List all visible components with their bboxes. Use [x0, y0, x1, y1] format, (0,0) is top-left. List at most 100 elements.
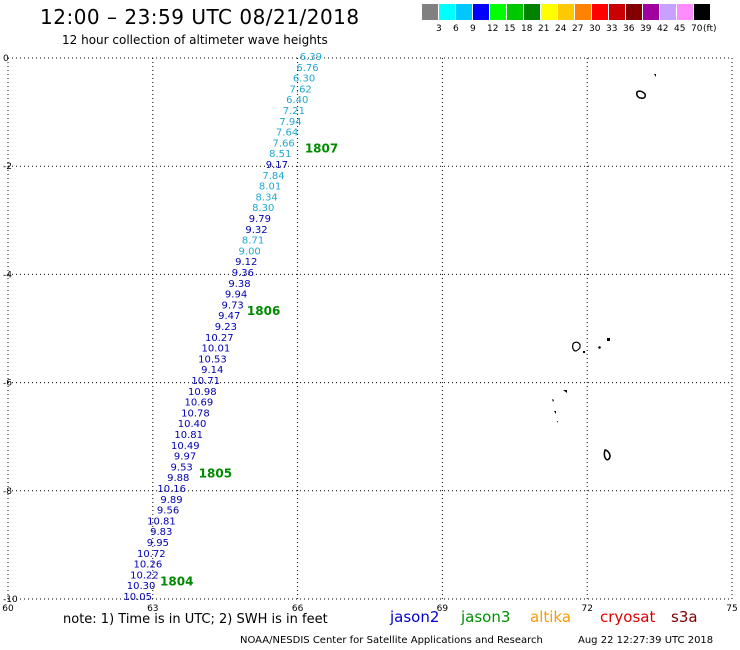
lat-lon-grid	[7, 57, 733, 600]
swh-value: 9.73	[222, 300, 244, 311]
swh-value: 10.78	[181, 408, 210, 419]
swh-value: 10.05	[123, 592, 152, 603]
swh-value: 7.84	[262, 171, 284, 182]
legend-swatch	[541, 4, 557, 20]
island-shape	[598, 346, 601, 349]
legend-label: 21	[538, 24, 550, 34]
pass-time-labels: 1807 1806 1805 1804	[160, 142, 338, 589]
lat-tick-label: -6	[3, 379, 12, 389]
swh-value: 10.26	[134, 560, 163, 571]
credit-line: NOAA/NESDIS Center for Satellite Applica…	[240, 635, 543, 646]
legend-swatch	[660, 4, 676, 20]
legend-swatch	[507, 4, 523, 20]
swh-value: 10.49	[171, 441, 200, 452]
swh-value: 6.76	[296, 63, 318, 74]
legend-label: 15	[504, 24, 516, 34]
swh-value: 9.23	[215, 322, 237, 333]
swh-value: 7.64	[276, 128, 298, 139]
satellite-name: jason3	[461, 608, 511, 626]
island-shape	[636, 90, 646, 99]
pass-time-label: 1804	[160, 574, 193, 588]
legend-label: 12	[487, 24, 499, 34]
pass-time-label: 1807	[305, 142, 338, 156]
legend-label: 36	[623, 24, 635, 34]
swh-value: 10.16	[157, 484, 186, 495]
swh-value: 10.98	[188, 387, 217, 398]
swh-value: 8.34	[256, 192, 278, 203]
legend-label: 3	[436, 24, 442, 34]
swh-value: 10.69	[185, 398, 214, 409]
legend-label: 6	[453, 24, 459, 34]
pass-time-label: 1806	[247, 304, 280, 318]
lat-tick-label: -8	[3, 487, 12, 497]
island-shape	[552, 399, 554, 402]
altimeter-track: 6.396.766.307.626.407.217.947.647.668.51…	[123, 52, 322, 603]
swh-value: 8.51	[269, 149, 291, 160]
legend-swatch	[643, 4, 659, 20]
swh-value: 9.83	[150, 527, 172, 538]
legend-swatch	[694, 4, 710, 20]
swh-value: 7.66	[273, 138, 295, 149]
legend-label: 24	[555, 24, 567, 34]
swh-value: 9.12	[235, 257, 257, 268]
swh-value: 9.38	[228, 279, 250, 290]
swh-value: 9.47	[218, 311, 240, 322]
swh-value: 9.56	[157, 506, 179, 517]
island-shape	[563, 390, 567, 393]
legend-swatch	[575, 4, 591, 20]
lat-tick-label: -4	[3, 270, 12, 280]
legend-label: 30	[589, 24, 601, 34]
swh-value: 9.17	[266, 160, 288, 171]
swh-value: 9.00	[239, 246, 261, 257]
island-outlines	[552, 74, 656, 461]
swh-value: 10.71	[191, 376, 220, 387]
legend-unit: (ft)	[703, 24, 717, 34]
lat-tick-label: -10	[3, 595, 18, 605]
swh-value: 9.79	[249, 214, 271, 225]
footer-note: note: 1) Time is in UTC; 2) SWH is in fe…	[63, 612, 328, 627]
legend-label: 9	[470, 24, 476, 34]
swh-value: 9.97	[174, 452, 196, 463]
swh-value: 9.94	[225, 290, 247, 301]
legend-label: 70	[691, 24, 703, 34]
legend-swatch	[439, 4, 455, 20]
swh-value: 10.72	[137, 549, 166, 560]
swh-value: 9.14	[201, 365, 223, 376]
satellite-name: jason2	[390, 608, 440, 626]
generation-timestamp: Aug 22 12:27:39 UTC 2018	[578, 635, 714, 646]
page-title: 12:00 – 23:59 UTC 08/21/2018	[40, 5, 360, 29]
lat-tick-label: 0	[3, 54, 9, 64]
legend-label: 39	[640, 24, 652, 34]
satellite-name: cryosat	[600, 608, 656, 626]
legend-label: 33	[606, 24, 618, 34]
swh-value: 9.89	[160, 495, 182, 506]
swh-value: 10.27	[205, 333, 234, 344]
satellite-name: altika	[530, 608, 572, 626]
swh-value: 10.81	[147, 516, 176, 527]
swh-value: 9.53	[171, 462, 193, 473]
swh-value: 9.95	[147, 538, 169, 549]
swh-value: 9.36	[232, 268, 254, 279]
swh-value: 10.40	[178, 419, 207, 430]
swh-value: 10.22	[130, 570, 159, 581]
swh-value: 8.01	[259, 182, 281, 193]
lat-tick-label: -2	[3, 162, 12, 172]
axis-tick-labels: 60 63 66 69 72 75 0 -2 -4 -6 -8 -10	[2, 54, 737, 614]
swh-value: 6.40	[286, 95, 308, 106]
lon-tick-label: 66	[292, 604, 304, 614]
swh-value: 9.88	[167, 473, 189, 484]
legend-swatch	[626, 4, 642, 20]
page-subtitle: 12 hour collection of altimeter wave hei…	[62, 33, 328, 47]
legend-swatch	[677, 4, 693, 20]
legend-swatch	[473, 4, 489, 20]
swh-value: 10.01	[202, 344, 231, 355]
legend-swatch	[524, 4, 540, 20]
swh-value: 7.21	[283, 106, 305, 117]
island-shape	[603, 449, 611, 461]
swh-value: 6.39	[300, 52, 322, 63]
island-shape	[557, 421, 558, 423]
swh-value: 8.30	[252, 203, 274, 214]
island-shape	[554, 411, 556, 414]
island-shape	[654, 74, 656, 77]
